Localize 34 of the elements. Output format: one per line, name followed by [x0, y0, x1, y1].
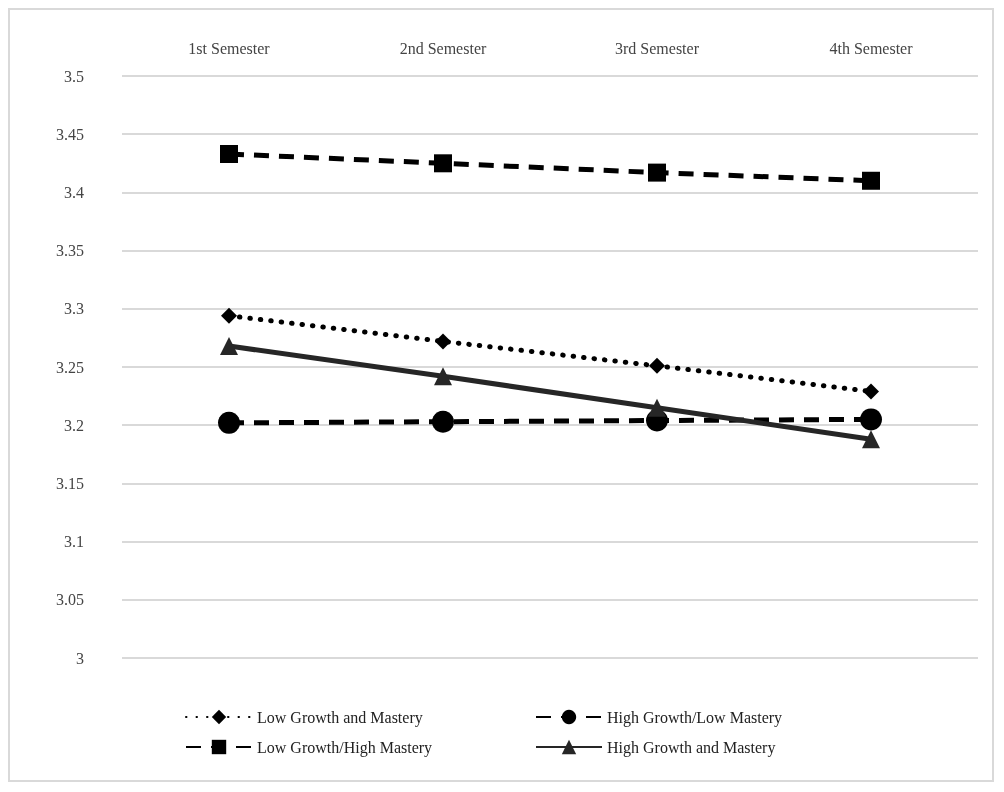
y-tick-label: 3.45 — [56, 125, 84, 143]
point — [434, 367, 452, 386]
legend-label: High Growth/Low Mastery — [607, 708, 783, 727]
point — [435, 333, 451, 350]
legend-label: Low Growth and Mastery — [257, 708, 423, 727]
y-tick-label: 3.4 — [64, 183, 84, 201]
point — [649, 357, 665, 374]
x-tick-label: 4th Semester — [829, 39, 914, 57]
y-tick-label: 3.1 — [64, 533, 84, 551]
point — [221, 307, 237, 324]
y-tick-label: 3.5 — [64, 67, 84, 85]
y-tick-label: 3.35 — [56, 242, 84, 260]
point — [648, 398, 666, 417]
point — [432, 410, 454, 433]
y-tick-label: 3.25 — [56, 358, 84, 376]
y-tick-label: 3.3 — [64, 300, 84, 318]
y-tick-label: 3.05 — [56, 591, 84, 609]
x-tick-label: 1st Semester — [188, 39, 271, 57]
point — [434, 154, 452, 173]
point — [218, 411, 240, 434]
legend-label: High Growth and Mastery — [607, 738, 776, 757]
point — [860, 408, 882, 431]
point — [220, 337, 238, 356]
point — [862, 430, 880, 449]
point — [862, 171, 880, 190]
point — [220, 144, 238, 163]
legend-label: Low Growth/High Mastery — [257, 738, 433, 757]
x-tick-label: 3rd Semester — [615, 39, 700, 57]
y-tick-label: 3.15 — [56, 474, 84, 492]
x-tick-label: 2nd Semester — [399, 39, 487, 57]
y-tick-label: 3 — [76, 649, 84, 667]
point — [863, 383, 879, 400]
point — [648, 163, 666, 182]
y-tick-label: 3.2 — [64, 416, 84, 434]
